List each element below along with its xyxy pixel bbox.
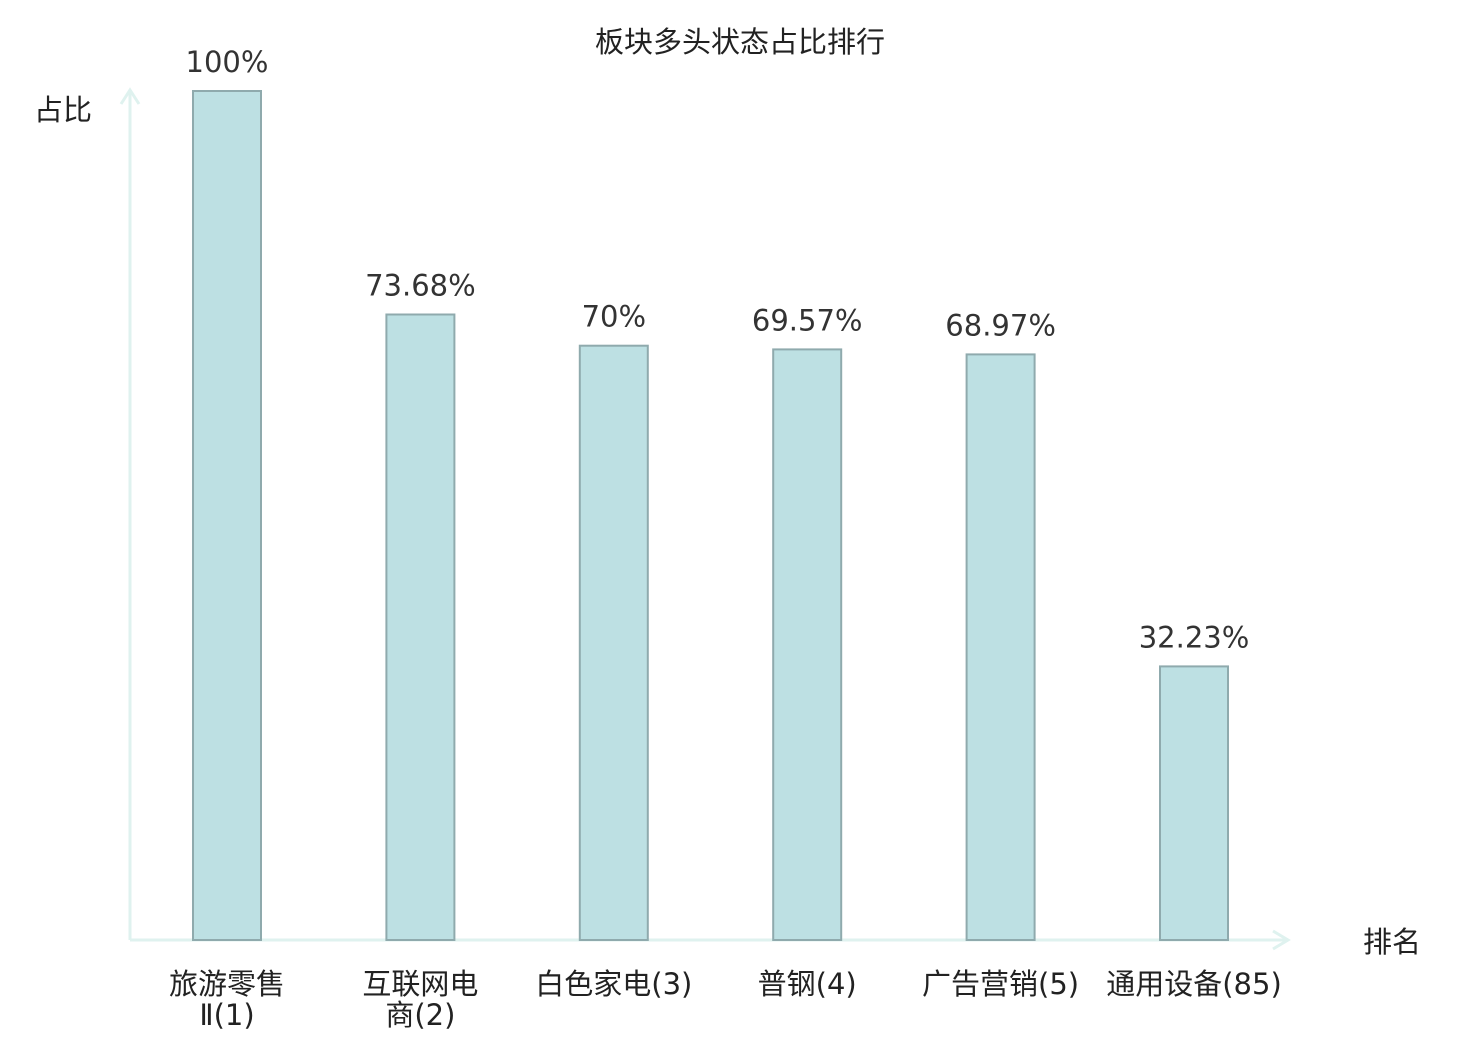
category-label-1-line-2: Ⅱ(1) [199, 998, 254, 1032]
chart-title: 板块多头状态占比排行 [595, 25, 885, 59]
value-label-1: 100% [186, 45, 269, 79]
category-label-3: 白色家电(3) [535, 967, 692, 1001]
category-label-4: 普钢(4) [758, 967, 857, 1001]
value-labels: 100% 73.68% 70% 69.57% 68.97% 32.23% [186, 45, 1250, 654]
category-label-2-line-2: 商(2) [385, 998, 455, 1032]
category-label-5: 广告营销(5) [922, 967, 1079, 1001]
x-axis-arrow [1272, 929, 1291, 951]
axes [119, 87, 1291, 951]
value-label-5: 68.97% [945, 308, 1056, 342]
bar-3 [578, 344, 649, 941]
category-label-1-line-1: 旅游零售 [169, 967, 285, 1001]
category-label-6: 通用设备(85) [1106, 967, 1282, 1001]
y-axis-title: 占比 [34, 93, 92, 127]
x-axis-title: 排名 [1363, 925, 1421, 959]
bar-6 [1159, 665, 1229, 942]
category-label-2-line-1: 互联网电 [362, 967, 478, 1001]
bar-5 [965, 353, 1036, 941]
value-label-4: 69.57% [752, 303, 863, 337]
value-label-3: 70% [582, 300, 646, 334]
bars [192, 90, 1229, 942]
value-label-6: 32.23% [1139, 620, 1250, 654]
bar-1 [192, 90, 262, 941]
y-axis-arrow [119, 87, 141, 105]
value-label-2: 73.68% [365, 269, 476, 303]
bar-4 [772, 348, 843, 941]
bar-2 [385, 313, 456, 941]
